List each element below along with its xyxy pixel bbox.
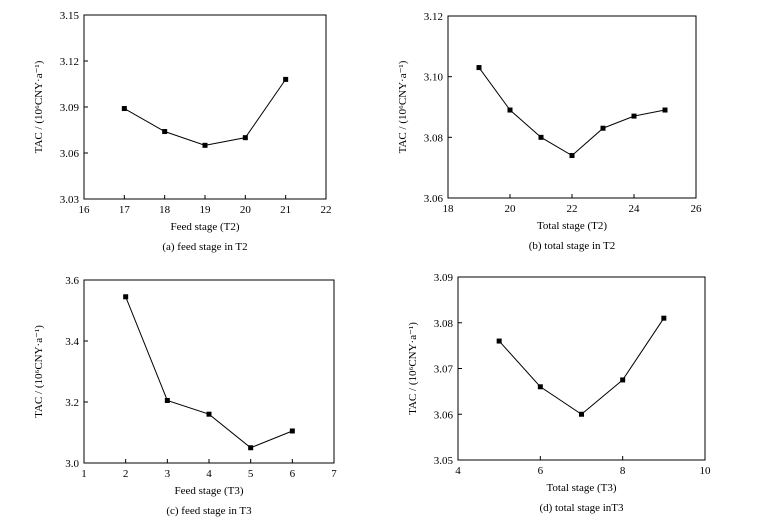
series-line <box>478 67 666 157</box>
y-tick-label: 3.15 <box>60 10 80 22</box>
chart-panel-1: 16 17 18 19 20 21 22 3.03 3.06 3.09 3.12 3.15 Feed s… <box>33 10 332 253</box>
series-line <box>124 79 287 146</box>
y-axis-label: TAC / (10⁶CNY·a⁻¹) <box>33 325 45 418</box>
x-tick-label: 24 <box>629 203 641 215</box>
x-tick-label: 22 <box>567 203 578 215</box>
data-point <box>123 294 129 300</box>
data-point <box>661 315 667 321</box>
data-point <box>600 125 606 131</box>
x-tick-label: 4 <box>455 465 461 477</box>
y-tick-label: 3.09 <box>434 272 454 284</box>
data-point <box>620 377 626 383</box>
x-tick-label: 5 <box>248 468 254 480</box>
data-point <box>569 153 575 159</box>
data-point <box>206 411 212 417</box>
y-axis-label: TAC / (10⁶CNY·a⁻¹) <box>397 60 409 153</box>
x-tick-label: 20 <box>240 204 252 216</box>
data-point <box>476 65 482 71</box>
panel-caption: (d) total stage inT3 <box>539 502 624 514</box>
x-tick-label: 3 <box>165 468 171 480</box>
y-tick-label: 3.08 <box>424 132 444 144</box>
y-tick-label: 3.12 <box>60 56 79 68</box>
series-line <box>498 317 665 415</box>
x-axis-label: Feed stage (T2) <box>170 221 239 233</box>
panel-caption: (c) feed stage in T3 <box>166 505 252 517</box>
x-tick-label: 20 <box>505 203 517 215</box>
x-tick-label: 6 <box>290 468 296 480</box>
y-axis-label: TAC / (10⁶CNY·a⁻¹) <box>33 60 45 153</box>
x-tick-label: 17 <box>119 204 131 216</box>
x-tick-label: 10 <box>700 465 712 477</box>
y-tick-label: 3.07 <box>434 364 454 376</box>
x-tick-label: 6 <box>538 465 544 477</box>
y-tick-label: 3.06 <box>424 193 444 205</box>
x-tick-label: 16 <box>79 204 91 216</box>
y-tick-label: 3.2 <box>65 397 79 409</box>
y-tick-label: 3.09 <box>60 102 80 114</box>
y-tick-label: 3.6 <box>65 275 79 287</box>
data-point <box>662 107 668 113</box>
panel-caption: (b) total stage in T2 <box>529 240 616 252</box>
y-tick-label: 3.06 <box>60 148 80 160</box>
x-tick-label: 8 <box>620 465 626 477</box>
y-tick-label: 3.06 <box>434 409 454 421</box>
data-point <box>248 445 254 451</box>
plot-frame <box>83 14 327 200</box>
data-point <box>496 338 502 344</box>
plot-frame <box>457 276 706 461</box>
y-tick-label: 3.08 <box>434 318 454 330</box>
y-tick-label: 3.05 <box>434 455 454 467</box>
data-point <box>507 107 513 113</box>
data-point <box>631 113 637 119</box>
series-line <box>125 296 293 449</box>
x-axis-label: Total stage (T3) <box>546 482 616 494</box>
x-tick-label: 21 <box>280 204 291 216</box>
x-tick-label: 7 <box>331 468 337 480</box>
data-point <box>121 106 127 112</box>
y-tick-label: 3.0 <box>65 458 79 470</box>
data-point <box>537 384 543 390</box>
x-tick-label: 18 <box>159 204 171 216</box>
x-tick-label: 19 <box>200 204 212 216</box>
y-tick-label: 3.4 <box>65 336 79 348</box>
x-tick-label: 4 <box>206 468 212 480</box>
data-point <box>283 76 289 82</box>
panel-caption: (a) feed stage in T2 <box>162 241 247 253</box>
x-axis-label: Total stage (T2) <box>537 220 607 232</box>
data-point <box>242 135 248 141</box>
data-point <box>202 142 208 148</box>
x-tick-label: 26 <box>691 203 703 215</box>
plot-frame <box>83 279 335 464</box>
x-tick-label: 1 <box>81 468 87 480</box>
y-tick-label: 3.10 <box>424 72 444 84</box>
data-point <box>289 428 295 434</box>
x-tick-label: 22 <box>321 204 332 216</box>
data-point <box>538 134 544 140</box>
chart-panel-3: 1 2 3 4 5 6 7 3.0 3.2 3.4 3.6 Feed stage (T3) (c) fe… <box>33 275 337 517</box>
data-point <box>164 397 170 403</box>
plot-frame <box>447 15 697 199</box>
data-point <box>579 411 584 417</box>
x-axis-label: Feed stage (T3) <box>174 485 243 497</box>
chart-panel-4: 4 6 8 10 3.05 3.06 3.07 3.08 3.09 Total stage (T3… <box>407 272 711 514</box>
chart-panel-2: 18 20 22 24 26 3.06 3.08 3.10 3.12 Total stage (T… <box>397 11 702 252</box>
y-axis-label: TAC / (10⁶CNY·a⁻¹) <box>407 322 419 415</box>
y-tick-label: 3.12 <box>424 11 443 23</box>
x-tick-label: 18 <box>443 203 455 215</box>
y-tick-label: 3.03 <box>60 194 80 206</box>
data-point <box>162 129 168 135</box>
x-tick-label: 2 <box>123 468 129 480</box>
